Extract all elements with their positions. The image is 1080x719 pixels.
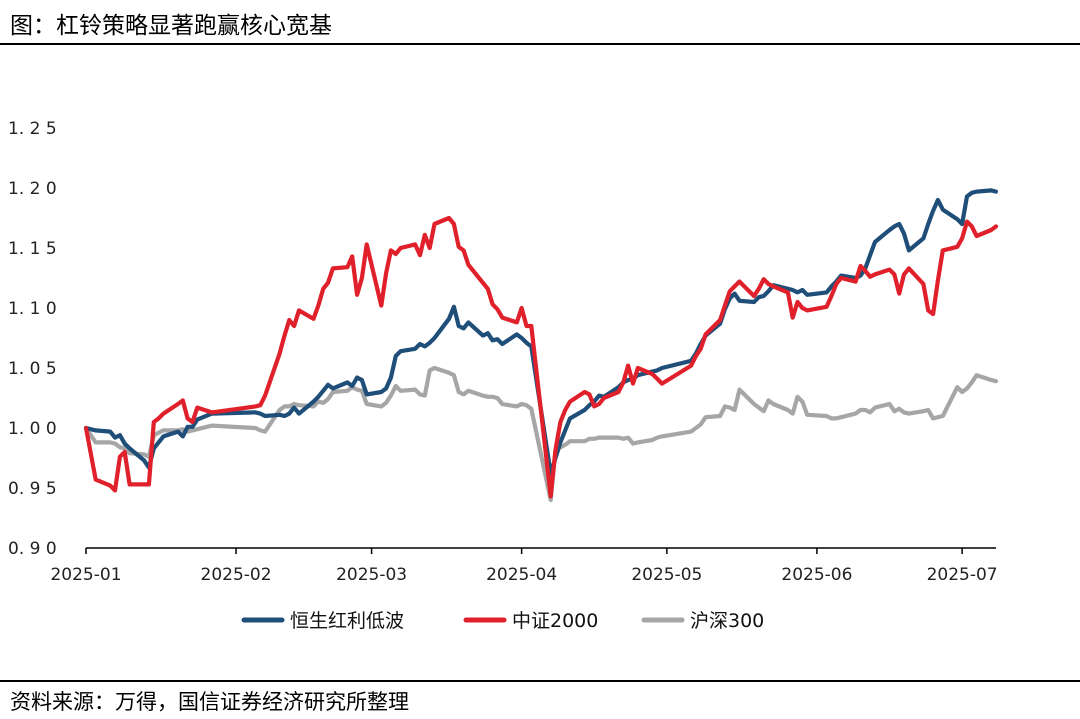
x-tick-label: 2025-04 — [486, 565, 557, 585]
source-note: 资料来源：万得，国信证券经济研究所整理 — [10, 690, 409, 714]
page-title: 图：杠铃策略显著跑赢核心宽基 — [10, 13, 332, 39]
source-divider — [0, 680, 1080, 682]
x-tick-label: 2025-01 — [50, 565, 121, 585]
y-tick-label: 0. 9 5 — [8, 479, 57, 499]
x-tick-label: 2025-05 — [631, 565, 702, 585]
x-tick-label: 2025-03 — [336, 565, 407, 585]
x-axis: 2025-01 2025-02 2025-03 2025-04 2025-05 2025-… — [50, 547, 998, 585]
title-divider — [0, 43, 1080, 45]
legend: 恒生红利低波 中证2000 沪深300 — [241, 610, 764, 632]
legend-label: 中证2000 — [512, 610, 598, 632]
line-chart: 0. 9 0 0. 9 5 1. 0 0 1. 0 5 1. 1 0 1. 1 5 1. 2… — [8, 119, 999, 632]
legend-label: 恒生红利低波 — [290, 610, 404, 632]
y-tick-label: 1. 2 0 — [8, 179, 57, 199]
series-line — [83, 215, 999, 499]
x-tick-label: 2025-07 — [927, 565, 998, 585]
y-axis-ticks: 0. 9 0 0. 9 5 1. 0 0 1. 0 5 1. 1 0 1. 1 5 1. 2… — [8, 119, 57, 559]
y-tick-label: 1. 0 0 — [8, 419, 57, 439]
legend-label: 沪深300 — [690, 610, 764, 632]
y-tick-label: 1. 0 5 — [8, 359, 57, 379]
y-tick-label: 0. 9 0 — [8, 539, 57, 559]
x-tick-label: 2025-06 — [781, 565, 852, 585]
y-tick-label: 1. 1 0 — [8, 299, 57, 319]
series-line — [83, 188, 999, 476]
x-tick-label: 2025-02 — [201, 565, 272, 585]
series-lines — [83, 188, 999, 503]
series-line — [83, 365, 999, 503]
y-tick-label: 1. 2 5 — [8, 119, 57, 139]
y-tick-label: 1. 1 5 — [8, 239, 57, 259]
